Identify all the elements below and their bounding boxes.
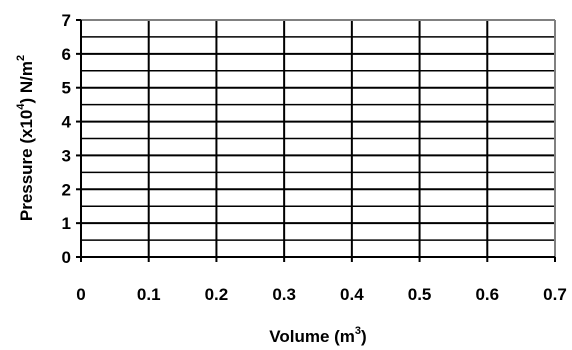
y-tick-label: 5	[62, 79, 71, 98]
y-axis-title-middle: ) N/m	[17, 61, 36, 104]
x-tick-label: 0	[76, 285, 85, 304]
y-axis-title-superscript-2: 2	[15, 55, 27, 61]
x-tick-label: 0.4	[340, 285, 364, 304]
x-tick-label: 0.3	[272, 285, 296, 304]
x-axis-title-text: Volume (m	[269, 327, 355, 346]
y-tick-label: 3	[62, 146, 71, 165]
x-tick-label: 0.6	[475, 285, 499, 304]
y-tick-label: 0	[62, 248, 71, 267]
x-tick-label: 0.1	[137, 285, 161, 304]
y-axis-title-superscript-1: 4	[15, 103, 27, 110]
x-tick-label: 0.5	[408, 285, 432, 304]
x-axis-title-superscript: 3	[355, 325, 361, 337]
grid-layer	[76, 19, 556, 262]
x-tick-label: 0.7	[543, 285, 567, 304]
y-tick-label: 6	[62, 45, 71, 64]
tick-label-layer: 0 1 2 3 4 5 6 7 0 0.1 0.2 0.3 0.4 0.5 0.6 0.7	[62, 11, 567, 304]
y-tick-label: 7	[62, 11, 71, 30]
y-axis-title-prefix: Pressure (x10	[17, 110, 36, 222]
y-tick-label: 2	[62, 180, 71, 199]
y-tick-label: 4	[62, 113, 72, 132]
x-tick-label: 0.2	[205, 285, 229, 304]
y-tick-label: 1	[62, 214, 71, 233]
y-axis-title: Pressure (x104) N/m2	[15, 55, 36, 221]
x-axis-title-suffix: )	[361, 327, 367, 346]
x-axis-title: Volume (m3)	[269, 325, 366, 346]
